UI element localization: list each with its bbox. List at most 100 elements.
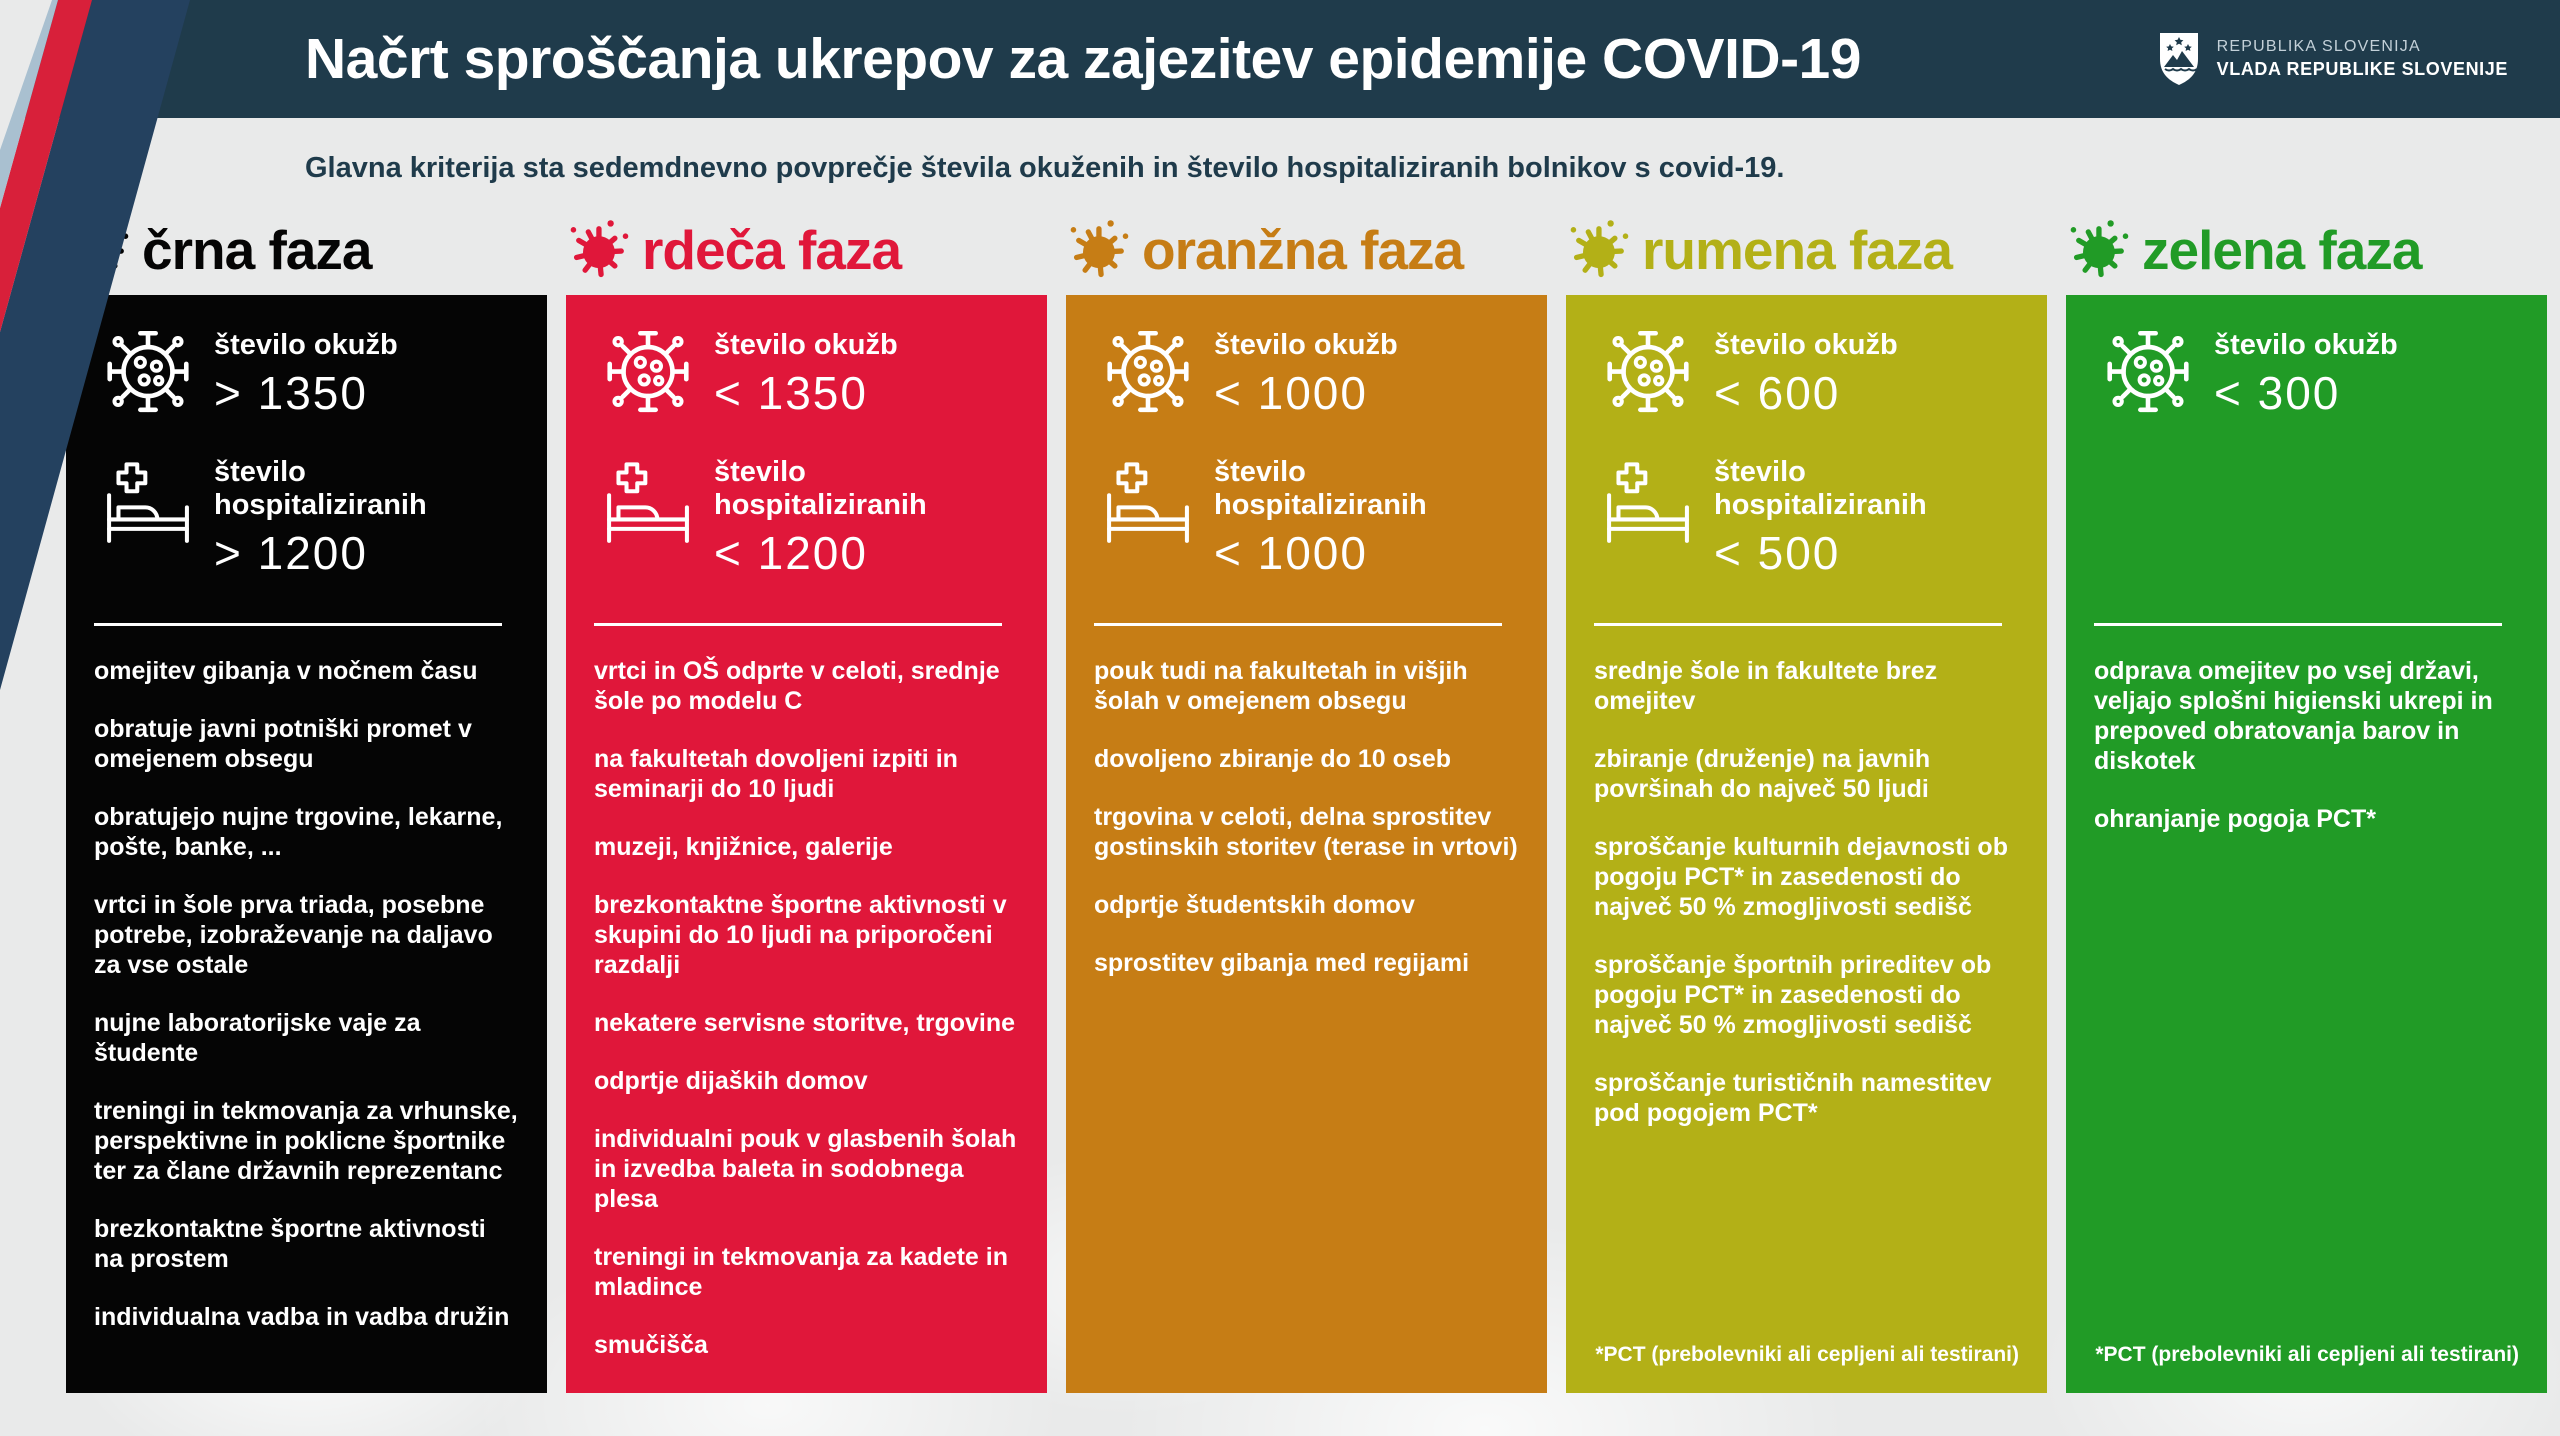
stat-label: število okužb: [2214, 329, 2398, 361]
measure-item: sproščanje kulturnih dejavnosti ob pogoj…: [1594, 833, 2008, 921]
phase-title-rdeca: rdeča faza: [566, 205, 1047, 295]
stat-infections: število okužb < 600: [1594, 321, 2019, 420]
stat-infections: število okužb < 300: [2094, 321, 2519, 420]
stat-text: število hospitaliziranih < 1200: [714, 448, 1019, 580]
phase-column-crna: črna faza število okužb > 1350: [66, 205, 547, 1393]
government-logo-text: REPUBLIKA SLOVENIJA VLADA REPUBLIKE SLOV…: [2217, 38, 2508, 80]
virus-icon: [2094, 321, 2202, 420]
stat-text: število okužb < 1350: [714, 321, 898, 420]
phase-panel-oranzna: število okužb < 1000 število hospitalizi…: [1066, 295, 1547, 1393]
measure-item: sproščanje športnih prireditev ob pogoju…: [1594, 951, 1992, 1039]
stat-value: < 300: [2214, 367, 2341, 419]
phase-panel-crna: število okužb > 1350 število hospitalizi…: [66, 295, 547, 1393]
stat-value: < 1000: [1214, 367, 1368, 419]
government-logo: REPUBLIKA SLOVENIJA VLADA REPUBLIKE SLOV…: [2157, 31, 2508, 87]
threshold-stats: število okužb < 1000 število hospitalizi…: [1094, 321, 1519, 623]
phase-title-zelena: zelena faza: [2066, 205, 2547, 295]
phase-label: zelena faza: [2142, 218, 2422, 281]
phase-label: oranžna faza: [1142, 218, 1464, 281]
stat-text: število hospitaliziranih < 500: [1714, 448, 2019, 580]
stat-value: > 1350: [214, 367, 368, 419]
measure-item: sproščanje turističnih namestitev pod po…: [1594, 1069, 1992, 1127]
phase-label: rdeča faza: [642, 218, 902, 281]
threshold-stats: število okužb > 1350 število hospitalizi…: [94, 321, 519, 623]
coat-of-arms-icon: [2159, 33, 2198, 85]
phase-panel-zelena: število okužb < 300 odprava omejitev po …: [2066, 295, 2547, 1393]
virus-splat-icon: [1566, 216, 1634, 284]
measure-item: smučišča: [594, 1331, 708, 1359]
measure-item: nekatere servisne storitve, trgovine: [594, 1009, 1016, 1037]
measure-item: dovoljeno zbiranje do 10 oseb: [1094, 745, 1452, 773]
phase-panel-rumena: število okužb < 600 število hospitalizir…: [1566, 295, 2047, 1393]
measure-item: omejitev gibanja v nočnem času: [94, 657, 478, 685]
phase-title-oranzna: oranžna faza: [1066, 205, 1547, 295]
virus-splat-icon: [2066, 216, 2134, 284]
phase-column-rumena: rumena faza število okužb < 600: [1566, 205, 2047, 1393]
stat-hospitalized: število hospitaliziranih < 500: [1594, 448, 2019, 580]
phase-column-zelena: zelena faza število okužb < 300 odprava …: [2066, 205, 2547, 1393]
divider: [594, 623, 1002, 626]
subtitle: Glavna kriterija sta sedemdnevno povpreč…: [305, 152, 1785, 184]
divider: [1094, 623, 1502, 626]
threshold-stats: število okužb < 1350 število hospitalizi…: [594, 321, 1019, 623]
divider: [94, 623, 502, 626]
measures-list: odprava omejitev po vsej državi, veljajo…: [2094, 656, 2519, 862]
stat-hospitalized: število hospitaliziranih < 1200: [594, 448, 1019, 580]
measure-item: obratujejo nujne trgovine, lekarne, pošt…: [94, 803, 503, 861]
measure-item: treningi in tekmovanja za vrhunske, pers…: [94, 1097, 518, 1185]
stat-label: število okužb: [714, 329, 898, 361]
stat-value: < 1350: [714, 367, 868, 419]
logo-line-2: VLADA REPUBLIKE SLOVENIJE: [2216, 59, 2508, 79]
phase-column-rdeca: rdeča faza število okužb < 1350: [566, 205, 1047, 1393]
stat-label: število okužb: [1214, 329, 1398, 361]
stat-text: število hospitaliziranih < 1000: [1214, 448, 1519, 580]
measure-item: nujne laboratorijske vaje za študente: [94, 1009, 421, 1067]
hospital-bed-icon: [1594, 448, 1702, 580]
measures-list: srednje šole in fakultete brez omejitev z…: [1594, 656, 2019, 1156]
stat-label: število hospitaliziranih: [1214, 456, 1427, 521]
hospital-bed-icon: [94, 448, 202, 580]
measure-item: brezkontaktne športne aktivnosti v skupi…: [594, 891, 1007, 979]
pct-footnote: *PCT (prebolevniki ali cepljeni ali test…: [2095, 1343, 2519, 1366]
measure-item: odprtje študentskih domov: [1094, 891, 1415, 919]
logo-line-1: REPUBLIKA SLOVENIJA: [2216, 38, 2421, 55]
stat-value: < 1200: [714, 527, 868, 579]
measure-item: brezkontaktne športne aktivnosti na pros…: [94, 1215, 486, 1273]
stat-hospitalized: število hospitaliziranih > 1200: [94, 448, 519, 580]
virus-icon: [594, 321, 702, 420]
measures-list: omejitev gibanja v nočnem času obratuje j…: [94, 656, 519, 1360]
phase-title-crna: črna faza: [66, 205, 547, 295]
header-bar: Načrt sproščanja ukrepov za zajezitev ep…: [0, 0, 2560, 118]
virus-splat-icon: [1066, 216, 1134, 284]
measure-item: vrtci in šole prva triada, posebne potre…: [94, 891, 493, 979]
stat-label: število hospitaliziranih: [214, 456, 427, 521]
measure-item: odprtje dijaških domov: [594, 1067, 868, 1095]
threshold-stats: število okužb < 300: [2094, 321, 2519, 623]
phase-panel-rdeca: število okužb < 1350 število hospitalizi…: [566, 295, 1047, 1393]
stat-value: < 600: [1714, 367, 1841, 419]
measure-item: srednje šole in fakultete brez omejitev: [1594, 657, 1938, 715]
virus-icon: [1094, 321, 1202, 420]
measure-item: sprostitev gibanja med regijami: [1094, 949, 1470, 977]
stat-infections: število okužb < 1350: [594, 321, 1019, 420]
stat-value: > 1200: [214, 527, 368, 579]
stat-text: število okužb < 1000: [1214, 321, 1398, 420]
stat-label: število okužb: [214, 329, 398, 361]
virus-icon: [94, 321, 202, 420]
stat-value: < 500: [1714, 527, 1841, 579]
measure-item: ohranjanje pogoja PCT*: [2094, 805, 2376, 833]
stat-text: število okužb > 1350: [214, 321, 398, 420]
phase-title-rumena: rumena faza: [1566, 205, 2047, 295]
measure-item: vrtci in OŠ odprte v celoti, srednje šol…: [594, 657, 1000, 715]
measure-item: individualni pouk v glasbenih šolah in i…: [594, 1125, 1017, 1213]
stat-text: število hospitaliziranih > 1200: [214, 448, 519, 580]
stat-value: < 1000: [1214, 527, 1368, 579]
phase-label: rumena faza: [1642, 218, 1953, 281]
stat-hospitalized: število hospitaliziranih < 1000: [1094, 448, 1519, 580]
stat-infections: število okužb > 1350: [94, 321, 519, 420]
divider: [1594, 623, 2002, 626]
stat-infections: število okužb < 1000: [1094, 321, 1519, 420]
stat-text: število okužb < 300: [2214, 321, 2398, 420]
virus-icon: [1594, 321, 1702, 420]
